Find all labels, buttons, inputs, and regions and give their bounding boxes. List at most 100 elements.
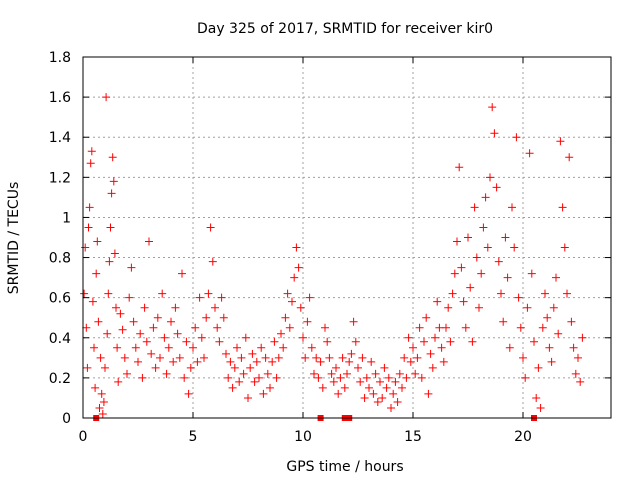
data-point: [118, 325, 127, 334]
data-point: [404, 333, 413, 342]
data-points: [80, 93, 587, 421]
data-point: [534, 363, 543, 372]
data-point: [450, 269, 459, 278]
data-point: [560, 243, 569, 252]
data-point: [367, 357, 376, 366]
data-point: [543, 313, 552, 322]
data-point: [492, 183, 501, 192]
data-point: [334, 389, 343, 398]
data-point: [87, 147, 96, 156]
data-point: [409, 343, 417, 352]
x-tick-labels: 0 5 10 15 20: [79, 429, 532, 445]
data-point: [558, 203, 567, 212]
data-point: [532, 393, 541, 402]
data-point: [312, 353, 321, 362]
data-point: [305, 293, 314, 302]
data-point: [483, 243, 492, 252]
x-tick-label: 10: [294, 429, 312, 445]
data-point: [125, 293, 134, 302]
data-point: [84, 223, 93, 232]
data-point: [239, 369, 248, 378]
data-point: [413, 353, 422, 362]
data-point: [384, 373, 393, 382]
data-point: [110, 249, 119, 258]
data-point: [283, 289, 292, 298]
data-point: [490, 129, 499, 138]
data-point: [279, 343, 288, 352]
data-point: [228, 383, 237, 392]
data-point: [307, 343, 316, 352]
data-point: [523, 303, 532, 312]
data-point: [521, 373, 530, 382]
grid: [83, 57, 611, 418]
x-tick-label: 20: [514, 429, 532, 445]
data-point: [169, 357, 178, 366]
data-point: [105, 257, 114, 266]
data-point: [468, 337, 477, 346]
data-point: [195, 293, 204, 302]
data-point: [94, 317, 103, 326]
data-point: [338, 353, 347, 362]
data-point: [211, 303, 219, 312]
data-point: [505, 343, 514, 352]
data-point: [186, 363, 195, 372]
y-tick-label: 0.4: [49, 331, 71, 347]
y-tick-label: 1.8: [49, 50, 71, 66]
data-point: [252, 357, 261, 366]
data-point: [244, 393, 252, 402]
data-point: [574, 353, 582, 362]
data-point: [184, 389, 193, 398]
data-point: [114, 377, 123, 386]
data-point: [82, 323, 91, 332]
data-point: [189, 343, 197, 352]
data-point: [95, 403, 104, 412]
data-point: [316, 357, 325, 366]
data-point: [382, 383, 391, 392]
data-point: [288, 297, 296, 306]
data-point: [503, 273, 512, 282]
data-point: [455, 163, 464, 172]
data-point: [294, 263, 303, 272]
data-point: [514, 293, 523, 302]
data-point: [171, 303, 180, 312]
data-point: [464, 233, 472, 242]
data-point: [259, 389, 268, 398]
data-point: [530, 337, 538, 346]
data-point: [281, 313, 290, 322]
data-point: [398, 383, 406, 392]
data-point: [453, 237, 461, 246]
data-point: [248, 349, 257, 358]
data-point: [129, 317, 138, 326]
data-point: [329, 377, 338, 386]
data-point: [193, 357, 202, 366]
data-point: [167, 317, 175, 326]
data-point: [93, 237, 102, 246]
data-point: [393, 397, 402, 406]
data-point: [127, 263, 136, 272]
data-point: [565, 153, 574, 162]
data-point: [411, 369, 420, 378]
data-point: [246, 363, 255, 372]
data-point: [567, 317, 576, 326]
data-point: [257, 343, 266, 352]
data-point: [142, 337, 151, 346]
data-point: [151, 363, 160, 372]
data-point: [340, 383, 349, 392]
data-point: [85, 203, 94, 212]
data-point: [527, 269, 536, 278]
data-point: [488, 103, 497, 112]
data-point: [109, 177, 118, 186]
data-point: [477, 269, 486, 278]
data-point: [106, 223, 115, 232]
data-point: [226, 357, 235, 366]
data-point: [556, 137, 565, 146]
data-point: [541, 289, 549, 298]
data-point: [88, 297, 97, 306]
data-point: [437, 343, 446, 352]
data-point: [303, 317, 312, 326]
data-point: [457, 263, 466, 272]
data-point: [439, 357, 448, 366]
data-point: [255, 373, 263, 382]
data-point: [578, 333, 587, 342]
x-tick-label: 5: [189, 429, 198, 445]
